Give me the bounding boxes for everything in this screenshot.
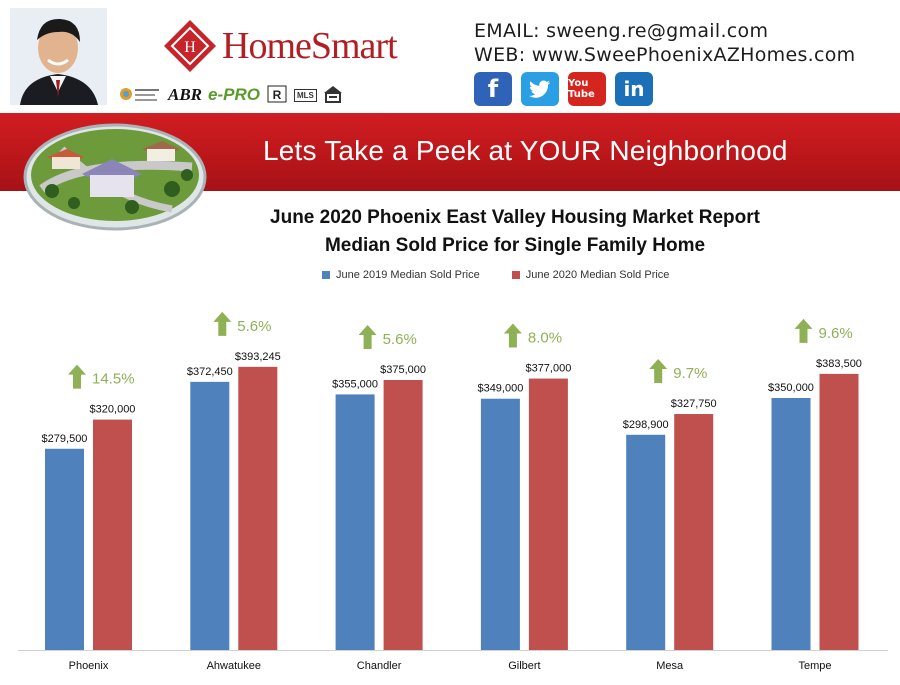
contact-website[interactable]: WEB: www.SweePhoenixAZHomes.com [474, 44, 856, 66]
value-label-mesa-2020: $327,750 [671, 398, 717, 410]
value-label-ahwatukee-2019: $372,450 [187, 366, 233, 378]
up-arrow-icon [68, 364, 86, 389]
bar-phoenix-2019 [45, 448, 84, 650]
banner-headline: Lets Take a Peek at YOUR Neighborhood [263, 135, 788, 166]
realtor-icon: R [266, 84, 288, 106]
value-label-gilbert-2019: $349,000 [477, 383, 523, 395]
bar-chandler-2020 [383, 380, 423, 650]
bar-tempe-2019 [771, 398, 811, 650]
homesmart-logo: H HomeSmart [160, 16, 398, 76]
bar-phoenix-2020 [93, 419, 132, 650]
contact-email[interactable]: EMAIL: sweeng.re@gmail.com [474, 20, 769, 42]
value-label-chandler-2019: $355,000 [332, 378, 378, 390]
youtube-icon[interactable]: You Tube [568, 72, 606, 106]
bar-chandler-2019 [335, 394, 375, 650]
change-percent-mesa: 9.7% [673, 365, 707, 382]
up-arrow-icon [794, 318, 813, 343]
value-label-tempe-2020: $383,500 [816, 358, 862, 370]
category-label-chandler: Chandler [357, 660, 402, 672]
up-arrow-icon [503, 323, 522, 348]
abr-badge: ABR [168, 85, 203, 104]
social-links: f You Tube in [474, 72, 653, 106]
category-label-tempe: Tempe [798, 660, 831, 672]
brand-name: HomeSmart [222, 25, 398, 67]
value-label-phoenix-2019: $279,500 [42, 433, 88, 445]
value-label-gilbert-2020: $377,000 [525, 363, 571, 375]
linkedin-icon[interactable]: in [615, 72, 653, 106]
category-label-ahwatukee: Ahwatukee [207, 660, 261, 672]
mls-badge: MLS [294, 88, 317, 102]
change-percent-gilbert: 8.0% [528, 330, 562, 347]
bar-ahwatukee-2020 [238, 366, 278, 650]
legend-label-2019: June 2019 Median Sold Price [336, 269, 480, 281]
epro-badge: e-PRO [208, 85, 260, 104]
change-percent-ahwatukee: 5.6% [237, 318, 271, 335]
facebook-icon[interactable]: f [474, 72, 512, 106]
neighborhood-illustration [22, 119, 208, 231]
value-label-ahwatukee-2020: $393,245 [235, 351, 281, 363]
chart-title-block: June 2020 Phoenix East Valley Housing Ma… [0, 204, 900, 260]
up-arrow-icon [649, 359, 668, 384]
svg-text:R: R [273, 88, 282, 102]
value-label-chandler-2020: $375,000 [380, 364, 426, 376]
legend-label-2020: June 2020 Median Sold Price [525, 269, 670, 281]
bar-tempe-2020 [819, 373, 859, 650]
legend-swatch-2019 [322, 271, 330, 279]
value-label-tempe-2019: $350,000 [768, 382, 814, 394]
legend-item-2020: June 2020 Median Sold Price [511, 269, 670, 281]
bar-ahwatukee-2019 [190, 381, 230, 650]
bar-mesa-2019 [626, 434, 666, 650]
change-percent-tempe: 9.6% [819, 325, 853, 342]
homesmart-diamond-icon: H [164, 20, 216, 72]
value-label-phoenix-2020: $320,000 [90, 404, 136, 416]
change-percent-chandler: 5.6% [383, 331, 417, 348]
graduate-institute-badge [118, 83, 162, 107]
category-label-phoenix: Phoenix [69, 660, 109, 672]
category-label-mesa: Mesa [656, 660, 684, 672]
bar-gilbert-2020 [528, 378, 568, 650]
bar-mesa-2020 [674, 414, 714, 650]
certification-badges: ABR e-PRO R MLS [118, 84, 343, 106]
legend-item-2019: June 2019 Median Sold Price [322, 269, 480, 281]
value-label-mesa-2019: $298,900 [623, 419, 669, 431]
up-arrow-icon [358, 325, 377, 349]
bar-gilbert-2019 [480, 398, 520, 650]
agent-portrait [10, 8, 107, 105]
equal-housing-icon [323, 84, 343, 106]
up-arrow-icon [213, 311, 232, 336]
change-percent-phoenix: 14.5% [92, 371, 135, 388]
chart-title: June 2020 Phoenix East Valley Housing Ma… [270, 207, 760, 228]
legend-swatch-2020 [511, 271, 520, 279]
chart-legend: June 2019 Median Sold Price June 2020 Me… [322, 269, 669, 281]
twitter-icon[interactable] [521, 72, 559, 106]
chart-subtitle: Median Sold Price for Single Family Home [324, 235, 706, 256]
category-label-gilbert: Gilbert [508, 660, 540, 672]
svg-text:H: H [184, 39, 196, 56]
